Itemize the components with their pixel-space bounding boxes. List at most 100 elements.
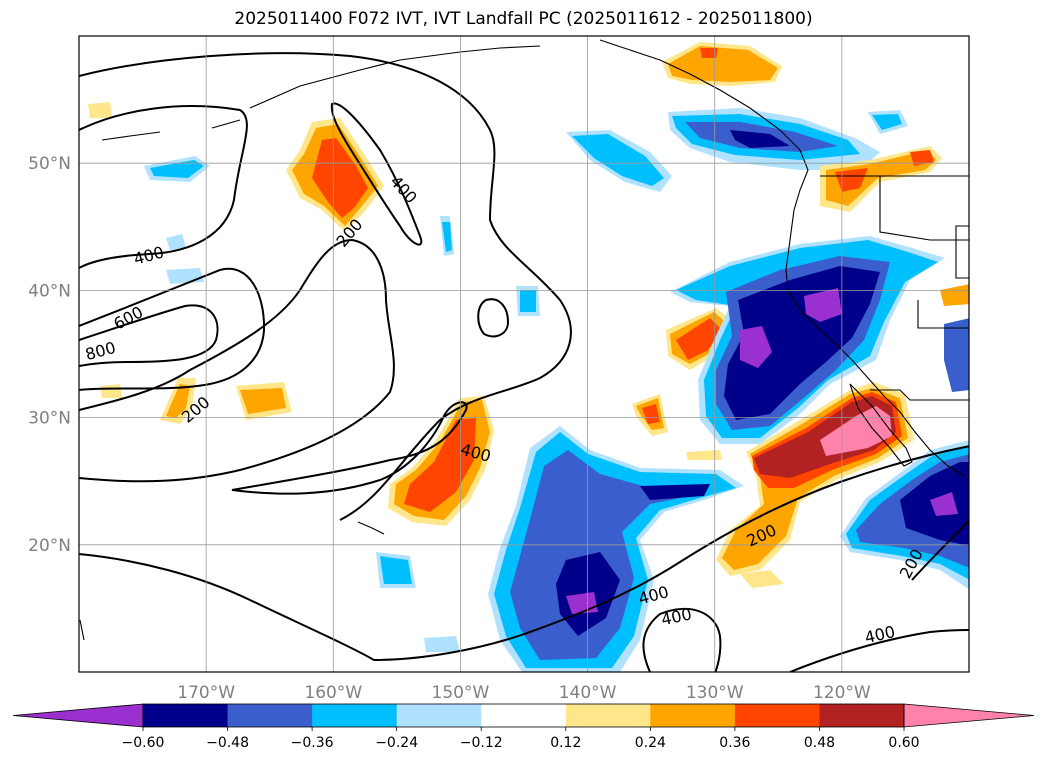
ivt-contour-label: 800 xyxy=(83,338,117,364)
ivt-contour-line xyxy=(79,105,248,269)
pc-fill-region xyxy=(804,288,842,322)
pc-fill-region xyxy=(380,556,412,584)
colorbar-extend-low xyxy=(12,703,144,728)
colorbar-swatch xyxy=(650,704,736,727)
coastline xyxy=(249,45,541,109)
pc-fill-region xyxy=(240,388,286,414)
ivt-contour-label: 400 xyxy=(863,622,897,647)
pc-fill-region xyxy=(88,102,112,118)
colorbar-tick-label: −0.36 xyxy=(291,735,334,751)
lat-tick-label: 30°N xyxy=(28,409,71,429)
pc-fill-region xyxy=(668,46,778,82)
pc-fill-region xyxy=(642,404,660,424)
ivt-contour-line xyxy=(79,267,266,391)
ivt-contour-line xyxy=(79,304,219,367)
ivt-contour-line xyxy=(79,52,572,521)
colorbar-extend-high xyxy=(903,703,1035,728)
pc-fill-region xyxy=(944,318,969,392)
colorbar-tick-label: −0.24 xyxy=(375,735,418,751)
ivt-contour-line xyxy=(231,401,468,495)
coastline xyxy=(101,131,161,141)
ivt-contour-label: 400 xyxy=(132,242,166,268)
pc-fill-region xyxy=(166,384,190,418)
pc-fill-region xyxy=(572,134,664,186)
lon-tick-label: 160°W xyxy=(304,683,362,703)
contour-label-text: 400 xyxy=(863,622,897,647)
colorbar-swatch xyxy=(396,704,482,727)
pc-fill-region xyxy=(424,636,460,652)
coastline xyxy=(917,300,969,329)
ivt-contour-line xyxy=(330,102,423,246)
ivt-contour-line xyxy=(79,238,395,483)
ivt-contour-layer xyxy=(79,52,969,672)
colorbar-swatch xyxy=(819,704,905,727)
pc-fill-region xyxy=(520,290,536,312)
colorbar-swatch xyxy=(227,704,313,727)
pc-fill-region xyxy=(740,570,784,588)
pc-fill-region xyxy=(100,384,122,398)
pc-fill-region xyxy=(930,492,958,516)
coastline xyxy=(955,225,969,279)
pc-fill-region xyxy=(676,318,722,360)
lon-tick-label: 120°W xyxy=(813,683,871,703)
contour-label-text: 400 xyxy=(386,172,421,207)
landfall-pc-fill-layer xyxy=(88,42,969,672)
pc-fill-region xyxy=(166,268,204,284)
colorbar: −0.60 −0.48 −0.36 −0.24 −0.12 0.12 0.24 0.36 0.4… xyxy=(12,703,1035,751)
colorbar-swatch xyxy=(481,704,567,727)
coastline xyxy=(879,176,969,241)
colorbar-tick-label: −0.12 xyxy=(460,735,503,751)
pc-fill-region xyxy=(820,406,892,456)
pc-fill-region xyxy=(724,266,880,420)
contour-label-text: 400 xyxy=(660,604,694,629)
coastline xyxy=(211,119,241,129)
coastline xyxy=(79,619,85,641)
colorbar-tick-label: 0.12 xyxy=(550,735,581,751)
coastline xyxy=(870,389,969,401)
map-title: 2025011400 F072 IVT, IVT Landfall PC (20… xyxy=(234,9,813,29)
lon-tick-label: 130°W xyxy=(686,683,744,703)
pc-fill-region xyxy=(312,138,368,218)
pc-fill-region xyxy=(835,168,868,192)
colorbar-frame xyxy=(142,703,905,728)
colorbar-tick-label: 0.24 xyxy=(635,735,666,751)
lat-tick-label: 20°N xyxy=(28,536,71,556)
pc-fill-region xyxy=(826,150,936,206)
pc-fill-region xyxy=(166,234,186,250)
map-frame xyxy=(78,35,970,673)
contour-label-text: 800 xyxy=(83,338,117,364)
pc-fill-region xyxy=(686,450,722,460)
ivt-contour-label: 400 xyxy=(386,172,421,207)
ivt-contour-line xyxy=(911,519,969,581)
ivt-contour-line xyxy=(642,607,722,672)
pc-fill-region xyxy=(740,326,772,368)
pc-fill-region xyxy=(910,150,934,166)
colorbar-tick-label: −0.48 xyxy=(206,735,249,751)
coastline xyxy=(357,521,385,535)
coastline xyxy=(599,39,966,477)
lon-tick-label: 150°W xyxy=(432,683,490,703)
colorbar-tick-label: 0.36 xyxy=(719,735,750,751)
ivt-contour-line xyxy=(477,298,510,338)
lat-tick-label: 40°N xyxy=(28,281,71,301)
colorbar-tick-label: 0.48 xyxy=(804,735,835,751)
colorbar-swatch xyxy=(734,704,820,727)
pc-fill-region xyxy=(940,284,969,306)
pc-fill-region xyxy=(640,484,710,500)
pc-fill-region xyxy=(700,48,718,58)
ivt-contour-line xyxy=(79,445,969,662)
contour-label-text: 400 xyxy=(132,242,166,268)
ivt-contour-line xyxy=(789,629,969,672)
pc-fill-region xyxy=(872,114,902,130)
colorbar-swatch xyxy=(143,704,229,727)
map-axis-ticks: 170°W 160°W 150°W 140°W 130°W 120°W 20°N 30°N 40… xyxy=(28,154,871,703)
lon-tick-label: 170°W xyxy=(177,683,235,703)
ivt-contour-label: 400 xyxy=(660,604,694,629)
pc-fill-region xyxy=(730,130,790,148)
pc-fill-region xyxy=(150,160,204,178)
lon-tick-label: 140°W xyxy=(559,683,617,703)
map-gridlines xyxy=(79,36,969,672)
pc-fill-region xyxy=(510,450,700,660)
colorbar-tick-label: −0.60 xyxy=(122,735,165,751)
